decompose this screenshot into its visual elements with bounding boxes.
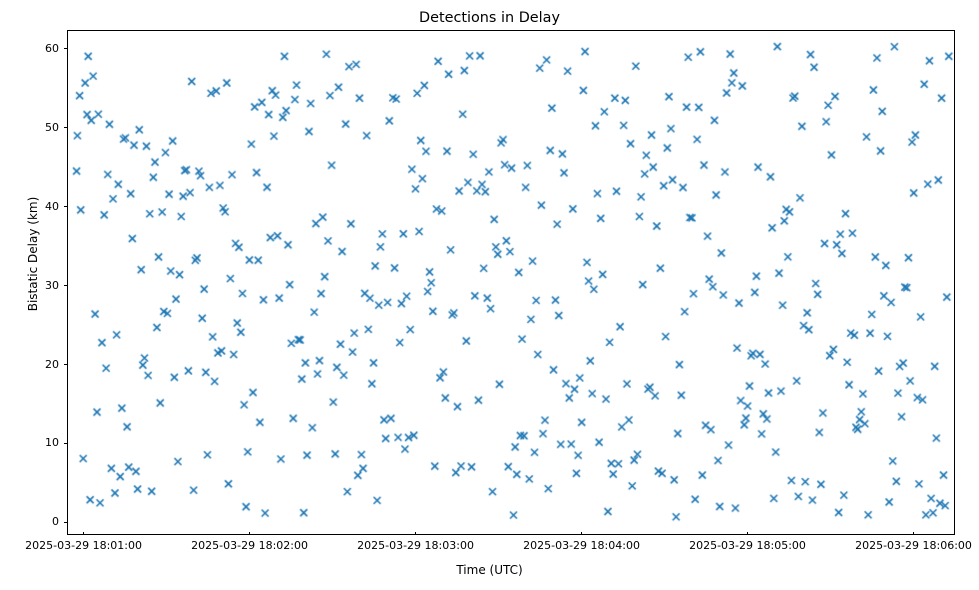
x-tick-label: 2025-03-29 18:01:00 [25, 539, 142, 552]
y-tick-label: 30 [45, 278, 59, 292]
x-tick-label: 2025-03-29 18:05:00 [689, 539, 806, 552]
scatter-canvas [68, 31, 954, 534]
x-tick-mark [912, 531, 915, 535]
x-tick-label: 2025-03-29 18:03:00 [357, 539, 474, 552]
y-tick-label: 40 [45, 199, 59, 213]
y-tick-mark [63, 285, 67, 287]
y-tick-mark [63, 364, 67, 366]
y-tick-mark [63, 48, 67, 50]
x-axis-label: Time (UTC) [456, 563, 523, 577]
y-tick-mark [63, 442, 67, 445]
y-tick-label: 20 [45, 357, 59, 371]
y-tick-label: 0 [52, 515, 59, 529]
y-tick-label: 10 [45, 436, 59, 450]
x-tick-mark [249, 531, 251, 535]
plot-area [67, 30, 955, 535]
y-tick-mark [63, 206, 67, 208]
x-tick-mark [580, 531, 583, 535]
page-title: Detections in Delay [419, 10, 560, 26]
x-tick-label: 2025-03-29 18:04:00 [523, 539, 640, 552]
x-tick-mark [83, 531, 85, 535]
x-tick-mark [746, 531, 749, 535]
y-tick-mark [63, 521, 67, 523]
x-tick-mark [415, 531, 417, 535]
y-tick-label: 50 [45, 120, 59, 134]
x-tick-label: 2025-03-29 18:02:00 [191, 539, 308, 552]
y-tick-mark [63, 127, 67, 129]
x-tick-label: 2025-03-29 18:06:00 [855, 539, 972, 552]
y-axis-label: Bistatic Delay (km) [26, 196, 40, 312]
y-tick-label: 60 [45, 41, 59, 55]
